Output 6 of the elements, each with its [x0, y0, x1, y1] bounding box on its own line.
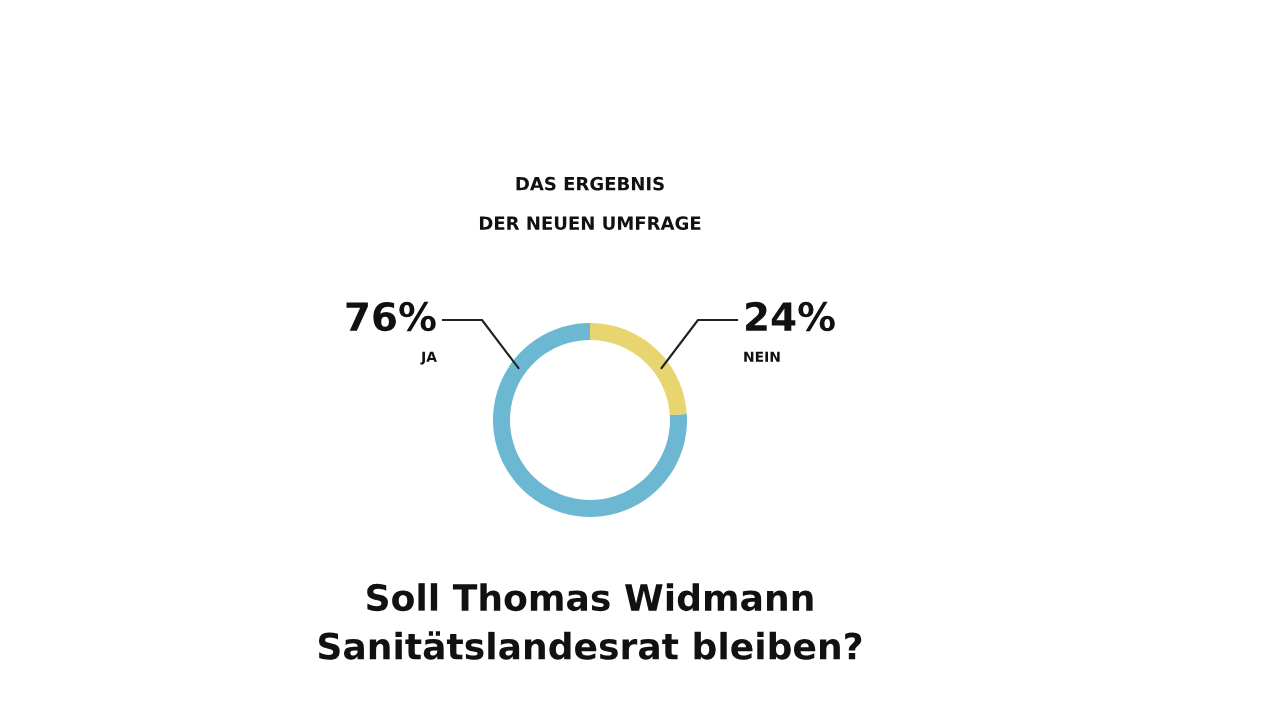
data-label: 76% [346, 301, 436, 332]
slice-label: NEIN [744, 351, 780, 362]
text: Soll Thomas Widmann Sanitätslandesrat bleiben? [318, 583, 862, 660]
data-label: 24% [746, 301, 835, 332]
slice-label: JA [420, 351, 437, 365]
chart-title: DAS ERGEBNIS DER NEUEN UMFRAGE [479, 176, 701, 230]
